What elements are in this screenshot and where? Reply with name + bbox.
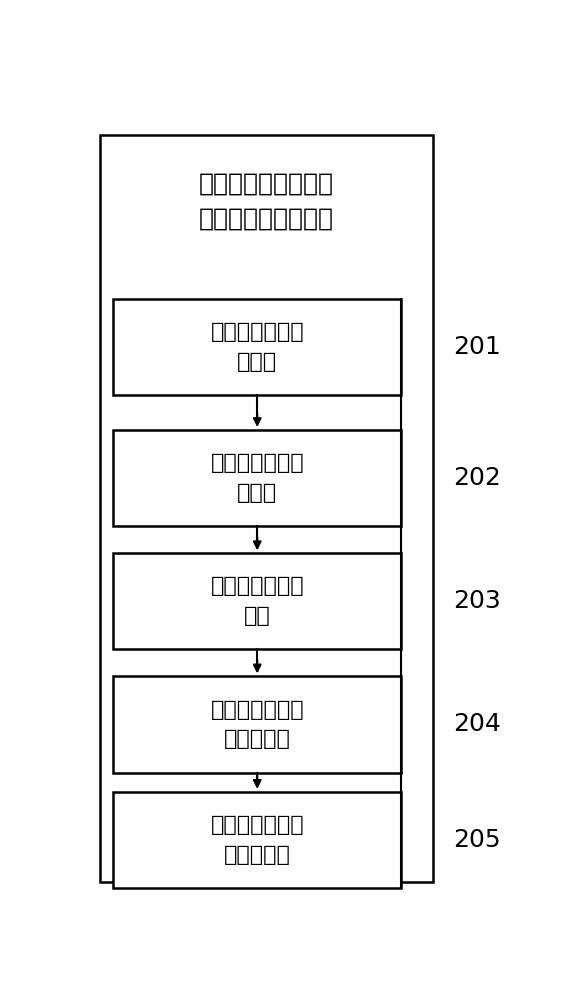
Bar: [113, 299, 401, 395]
Text: 线路故障跳闸序
列获取模块: 线路故障跳闸序 列获取模块: [210, 700, 304, 749]
Bar: [113, 792, 401, 888]
Bar: [113, 553, 401, 649]
Text: 潮流转移系数计
算模块: 潮流转移系数计 算模块: [210, 453, 304, 503]
Bar: [113, 430, 401, 526]
Text: 204: 204: [453, 712, 501, 736]
Text: 连锁故障跳闸序
列获取模块: 连锁故障跳闸序 列获取模块: [210, 815, 304, 865]
Text: 203: 203: [453, 589, 501, 613]
Text: 205: 205: [453, 828, 501, 852]
Text: 201: 201: [453, 335, 501, 359]
Bar: [113, 676, 401, 773]
Bar: [100, 135, 433, 882]
Text: 交流输电断面选
取模块: 交流输电断面选 取模块: [210, 322, 304, 372]
Text: 202: 202: [453, 466, 501, 490]
Text: 最大过载率计算
模块: 最大过载率计算 模块: [210, 576, 304, 626]
Text: 交直流电网输电断面
连锁故障的分析装置: 交直流电网输电断面 连锁故障的分析装置: [199, 171, 333, 231]
